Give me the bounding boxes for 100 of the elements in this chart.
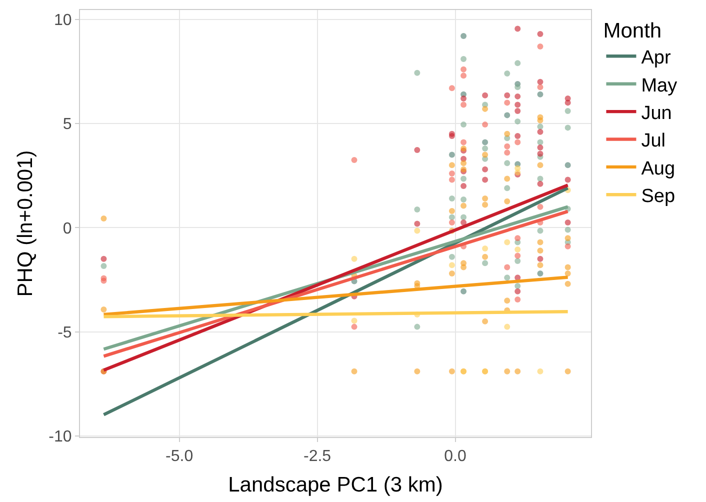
point — [514, 246, 521, 253]
point — [504, 264, 510, 270]
point — [460, 288, 467, 294]
point — [514, 139, 521, 146]
point — [514, 108, 521, 114]
point — [537, 368, 544, 374]
point — [514, 288, 521, 294]
legend-label: Jul — [641, 130, 666, 152]
point — [514, 93, 521, 100]
legend-label: Jun — [641, 102, 672, 124]
point — [448, 254, 455, 260]
point — [482, 122, 488, 128]
point — [504, 239, 510, 246]
point — [504, 198, 510, 204]
point — [460, 264, 467, 270]
point — [448, 196, 455, 202]
point — [482, 152, 488, 158]
point — [448, 162, 455, 168]
point — [537, 270, 544, 276]
point — [514, 102, 521, 108]
point — [537, 176, 544, 182]
point — [504, 150, 510, 156]
point — [514, 169, 521, 176]
point — [504, 130, 510, 137]
point — [514, 258, 521, 264]
point — [537, 91, 544, 98]
point — [460, 122, 467, 128]
point — [414, 368, 420, 374]
x-tick-label: -5.0 — [166, 448, 194, 466]
point — [564, 100, 571, 106]
point — [504, 160, 510, 166]
point — [460, 202, 467, 209]
point — [504, 176, 510, 182]
legend-title: Month — [603, 19, 662, 42]
point — [414, 70, 420, 76]
point — [448, 133, 455, 140]
x-tick-label: -2.5 — [304, 448, 332, 466]
point — [448, 152, 455, 158]
point — [482, 260, 488, 266]
point — [514, 252, 521, 259]
point — [564, 226, 571, 233]
point — [504, 70, 510, 77]
point — [351, 368, 358, 374]
x-tick-label: 0.0 — [444, 448, 466, 466]
point — [504, 112, 510, 118]
point — [514, 296, 521, 303]
point — [537, 150, 544, 157]
point — [537, 139, 544, 146]
point — [448, 368, 455, 374]
point — [351, 324, 358, 330]
point — [448, 270, 455, 276]
point — [514, 118, 521, 124]
point — [460, 72, 467, 79]
point — [537, 256, 544, 262]
point — [504, 368, 510, 374]
point — [564, 270, 571, 276]
point — [564, 264, 571, 270]
point — [482, 318, 488, 324]
point — [514, 133, 521, 140]
point — [537, 239, 544, 246]
point — [482, 92, 488, 98]
point — [482, 196, 488, 202]
y-tick-label: 0 — [62, 220, 72, 238]
point — [504, 324, 510, 330]
point — [460, 102, 467, 108]
legend-label: Apr — [641, 48, 672, 69]
point — [514, 282, 521, 289]
point — [460, 56, 467, 62]
point — [504, 100, 510, 106]
point — [514, 84, 521, 90]
y-tick-label: 5 — [62, 116, 72, 134]
point — [482, 254, 488, 260]
point — [460, 196, 467, 203]
point — [504, 185, 510, 192]
point — [504, 274, 510, 281]
point — [460, 33, 467, 40]
point — [514, 60, 521, 66]
point — [448, 85, 455, 92]
point — [537, 30, 544, 37]
point — [448, 219, 455, 226]
point — [504, 92, 510, 98]
point — [537, 204, 544, 210]
point — [482, 202, 488, 208]
point — [537, 43, 544, 50]
point — [537, 117, 544, 124]
point — [482, 166, 488, 172]
point — [564, 176, 571, 183]
point — [482, 106, 488, 112]
x-axis-title: Landscape PC1 (3 km) — [228, 473, 443, 496]
point — [564, 124, 571, 131]
y-tick-label: 10 — [54, 12, 72, 29]
point — [537, 124, 544, 130]
point — [482, 176, 488, 183]
point — [448, 214, 455, 220]
point — [448, 176, 455, 183]
point — [414, 206, 420, 213]
point — [414, 324, 420, 330]
y-axis-title: PHQ (ln+0.001) — [14, 150, 37, 297]
point — [460, 219, 467, 226]
point — [504, 298, 510, 304]
